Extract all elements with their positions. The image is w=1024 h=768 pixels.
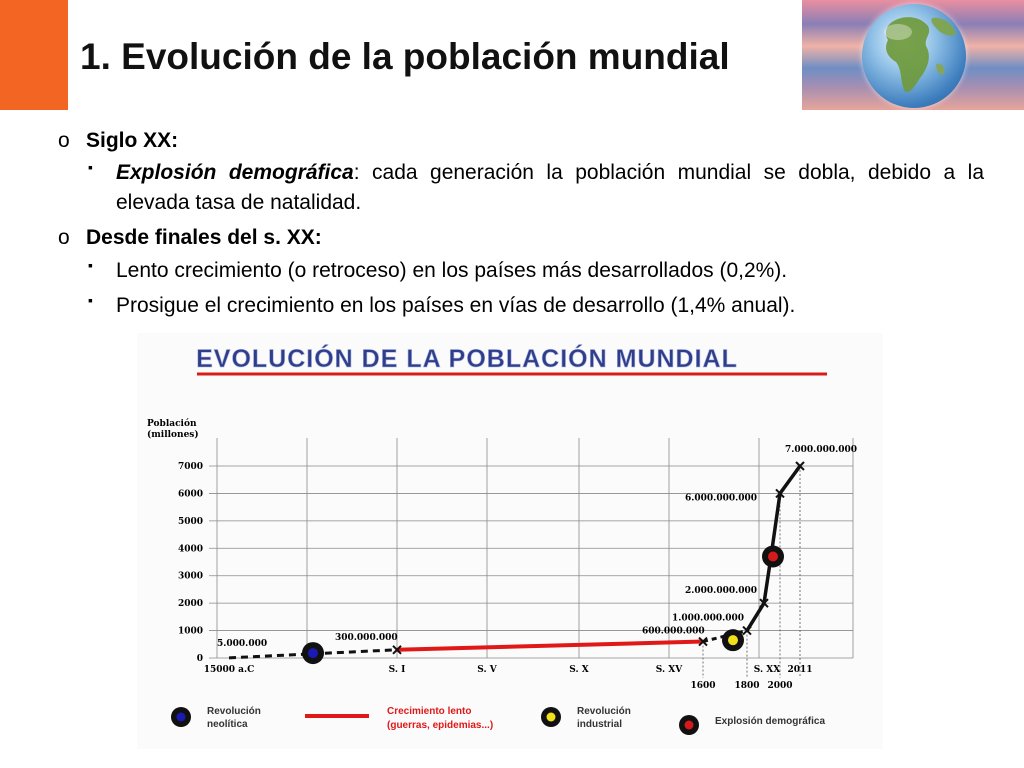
sub-bullet-marker: ▪ [88,159,93,176]
sub-bullet-lento: ▪ Lento crecimiento (o retroceso) en los… [58,256,984,285]
y-axis-label-unit: (millones) [147,429,199,440]
bullet-marker: o [58,226,70,250]
sub-bullet-text: : cada generación la población mundial s… [116,161,984,214]
slide-title: 1. Evolución de la población mundial [80,36,730,77]
milestone-neolithic [308,648,318,659]
sub-bullet-marker: ▪ [88,291,93,308]
x-tick-label: 15000 a.C [204,665,255,675]
y-tick-label: 3000 [178,572,203,582]
x-tick-label: S. V [477,665,497,675]
bullet-label: Siglo XX: [86,129,179,152]
chart-title: EVOLUCIÓN DE LA POBLACIÓN MUNDIAL [196,343,738,373]
point-label: 1.000.000.000 [672,614,744,624]
point-marker [698,636,708,647]
legend-explosion-label: Explosión demográfica [715,716,825,727]
y-axis-label: Población [147,418,197,429]
point-label: 7.000.000.000 [785,445,857,455]
bullet-desde-finales: o Desde finales del s. XX: [58,223,984,252]
point-marker [775,488,785,499]
point-label: 2.000.000.000 [685,586,757,596]
x-tick-label: S. I [389,665,406,675]
bullet-list: o Siglo XX: ▪ Explosión demográfica: cad… [58,126,984,326]
y-tick-label: 1000 [178,627,203,637]
x-tick-label: 1800 [734,681,759,691]
legend-industrial-label: Revolución [577,706,631,717]
point-marker [759,598,769,608]
point-label: 300.000.000 [335,633,398,643]
series-slow-growth [396,639,704,652]
sub-bullet-text: Prosigue el crecimiento en los países en… [116,293,796,317]
sub-bullet-marker: ▪ [88,256,93,273]
x-tick-label: S. XX [754,665,780,675]
point-label: 5.000.000 [217,639,267,649]
y-tick-label: 5000 [178,517,203,527]
term-explosion: Explosión demográfica [116,161,354,185]
x-tick-label: S. X [569,665,588,675]
population-chart-svg: EVOLUCIÓN DE LA POBLACIÓN MUNDIAL Poblaci… [147,343,857,735]
bullet-label: Desde finales del s. XX: [86,226,322,250]
legend-neolithic-dot [176,712,186,722]
x-tick-label: 2000 [767,681,792,691]
bullet-marker: o [58,129,70,152]
point-label: 6.000.000.000 [685,493,757,503]
point-marker [795,461,805,471]
y-tick-label: 4000 [178,544,203,554]
legend-industrial-label-2: industrial [577,719,622,730]
legend-explosion-dot [684,720,694,730]
legend-slow-label-2: (guerras, epidemias...) [387,720,493,731]
legend-neolithic-label-2: neolítica [207,719,248,730]
legend-industrial-dot [546,712,556,722]
y-tick-label: 2000 [178,599,203,609]
earth-globe-icon [862,4,966,108]
accent-block [0,0,68,110]
point-label: 600.000.000 [642,627,705,637]
milestone-industrial [728,635,738,646]
bullet-siglo-xx: o Siglo XX: [58,126,984,155]
legend-neolithic-label: Revolución [207,706,261,717]
y-tick-label: 0 [197,654,203,664]
y-tick-label: 7000 [178,462,203,472]
x-tick-label: S. XV [656,665,683,675]
milestone-explosion [768,551,778,562]
y-tick-label: 6000 [178,489,203,499]
point-marker [392,645,402,655]
globe-banner [802,0,1024,110]
point-marker [742,625,752,636]
sub-bullet-text: Lento crecimiento (o retroceso) en los p… [116,258,788,282]
sub-bullet-prosigue: ▪ Prosigue el crecimiento en los países … [58,291,984,320]
legend-slow-label: Crecimiento lento [387,706,471,717]
sub-bullet-explosion: ▪ Explosión demográfica: cada generación… [58,158,984,217]
population-chart: EVOLUCIÓN DE LA POBLACIÓN MUNDIAL Poblaci… [137,333,883,749]
x-tick-label: 1600 [690,681,715,691]
